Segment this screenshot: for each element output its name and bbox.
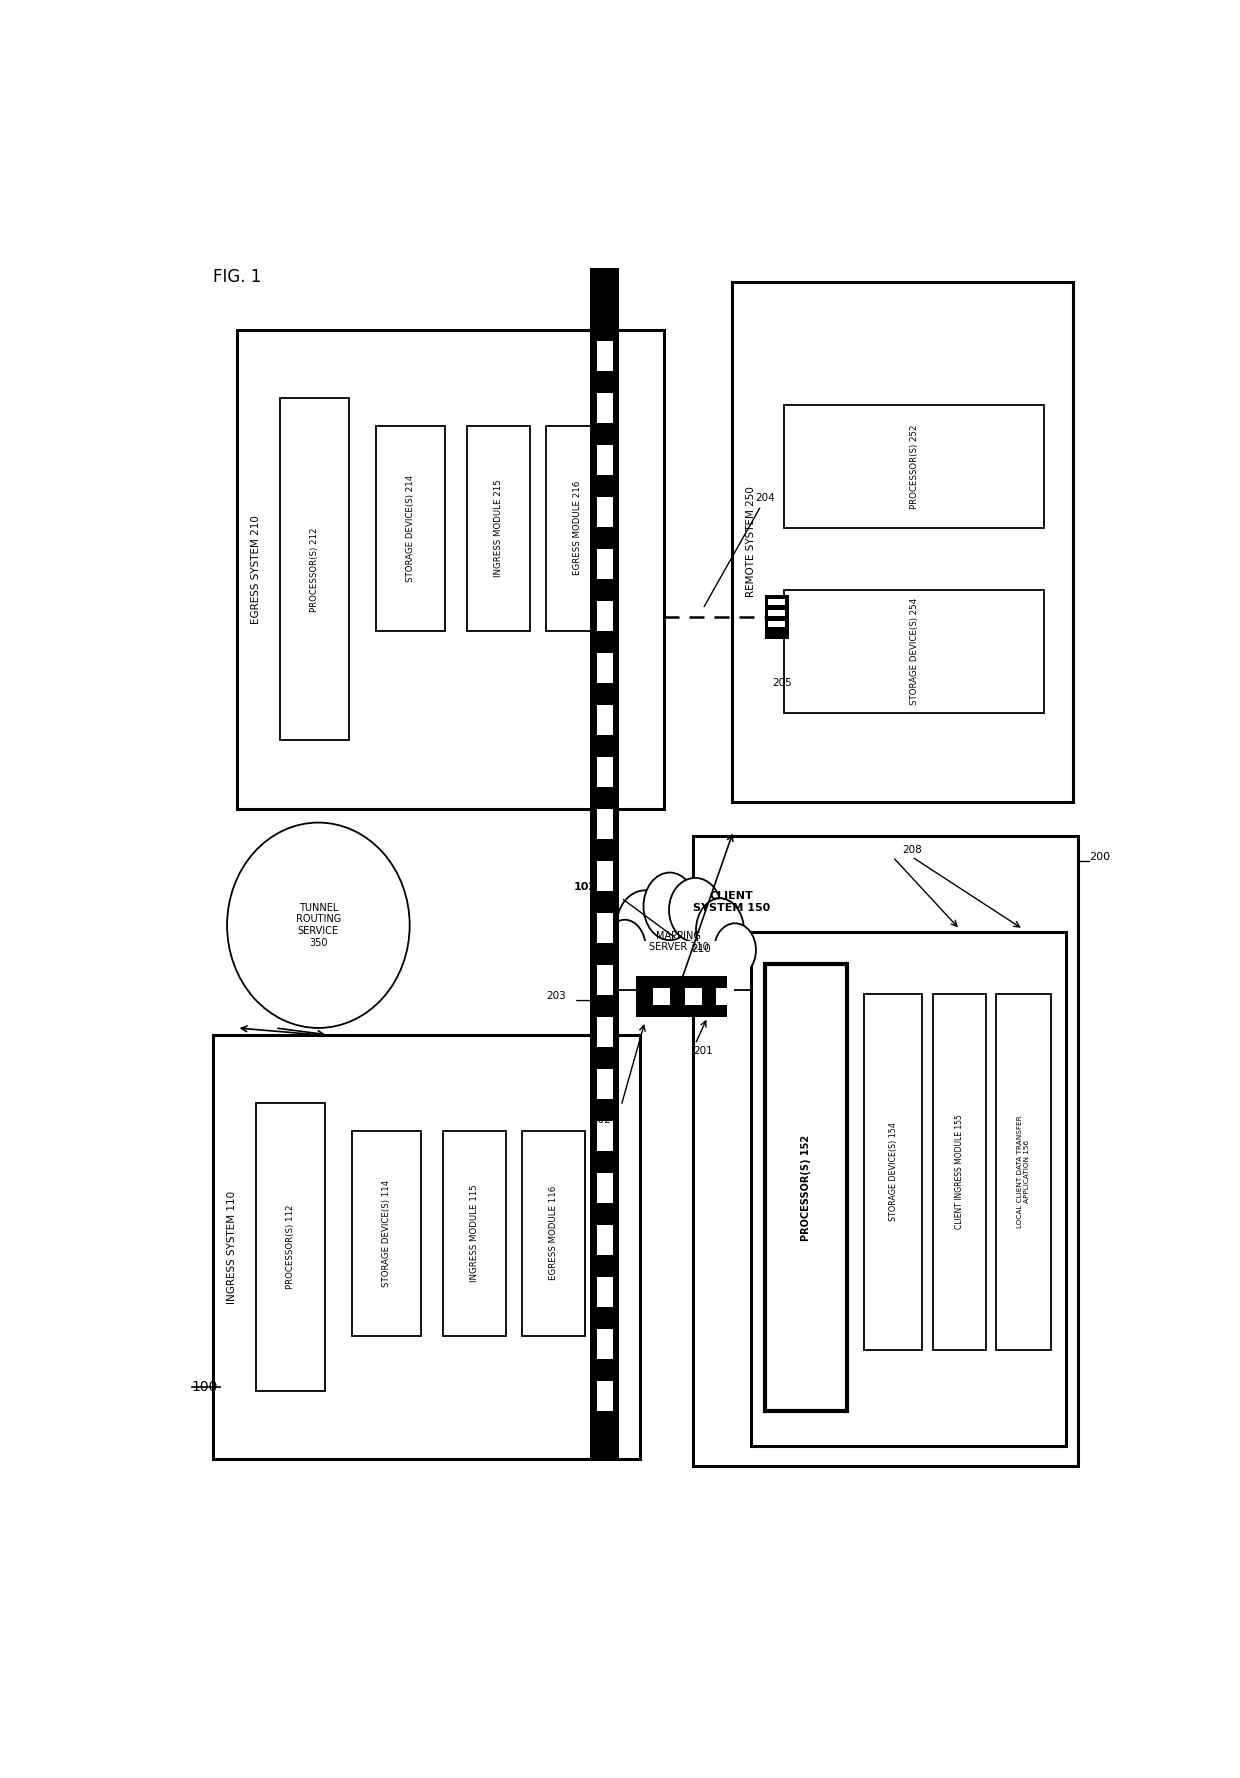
FancyBboxPatch shape <box>768 610 785 615</box>
Text: 100: 100 <box>191 1380 218 1394</box>
Text: EGRESS MODULE 116: EGRESS MODULE 116 <box>549 1186 558 1280</box>
Ellipse shape <box>616 891 673 962</box>
FancyBboxPatch shape <box>864 994 921 1350</box>
Text: EGRESS MODULE 216: EGRESS MODULE 216 <box>573 482 582 576</box>
Ellipse shape <box>604 919 646 976</box>
FancyBboxPatch shape <box>596 1277 613 1307</box>
FancyBboxPatch shape <box>444 1131 506 1335</box>
Text: TUNNEL
ROUTING
SERVICE
350: TUNNEL ROUTING SERVICE 350 <box>296 903 341 948</box>
Ellipse shape <box>615 891 743 980</box>
FancyBboxPatch shape <box>785 590 1044 713</box>
FancyBboxPatch shape <box>768 599 785 605</box>
FancyBboxPatch shape <box>785 405 1044 528</box>
Text: STORAGE DEVICE(S) 154: STORAGE DEVICE(S) 154 <box>889 1122 898 1221</box>
FancyBboxPatch shape <box>596 809 613 839</box>
FancyBboxPatch shape <box>596 1122 613 1150</box>
FancyBboxPatch shape <box>255 1102 325 1390</box>
FancyBboxPatch shape <box>596 1382 613 1412</box>
FancyBboxPatch shape <box>996 994 1050 1350</box>
FancyBboxPatch shape <box>751 932 1066 1446</box>
Text: CLIENT
SYSTEM 150: CLIENT SYSTEM 150 <box>693 891 770 912</box>
FancyBboxPatch shape <box>693 836 1078 1467</box>
Text: 202: 202 <box>591 1115 611 1125</box>
FancyBboxPatch shape <box>732 281 1073 802</box>
Text: INGRESS MODULE 115: INGRESS MODULE 115 <box>470 1184 479 1282</box>
Ellipse shape <box>227 823 409 1028</box>
FancyBboxPatch shape <box>717 989 734 1005</box>
FancyBboxPatch shape <box>596 1173 613 1204</box>
Text: 210: 210 <box>691 944 711 953</box>
FancyBboxPatch shape <box>590 268 619 1460</box>
Text: STORAGE DEVICE(S) 214: STORAGE DEVICE(S) 214 <box>407 475 415 581</box>
FancyBboxPatch shape <box>768 621 785 628</box>
FancyBboxPatch shape <box>596 912 613 942</box>
FancyBboxPatch shape <box>684 989 702 1005</box>
FancyBboxPatch shape <box>596 496 613 526</box>
Text: INGRESS MODULE 215: INGRESS MODULE 215 <box>494 480 503 578</box>
FancyBboxPatch shape <box>596 965 613 996</box>
Text: 201: 201 <box>693 1045 713 1056</box>
Text: 204: 204 <box>704 493 775 606</box>
FancyBboxPatch shape <box>635 976 727 1017</box>
FancyBboxPatch shape <box>596 601 613 631</box>
FancyBboxPatch shape <box>765 596 789 638</box>
FancyBboxPatch shape <box>596 653 613 683</box>
Text: 203: 203 <box>547 992 567 1001</box>
FancyBboxPatch shape <box>596 1225 613 1255</box>
FancyBboxPatch shape <box>376 425 445 631</box>
FancyBboxPatch shape <box>596 1330 613 1358</box>
Text: INGRESS SYSTEM 110: INGRESS SYSTEM 110 <box>227 1191 237 1303</box>
FancyBboxPatch shape <box>522 1131 584 1335</box>
FancyBboxPatch shape <box>467 425 529 631</box>
FancyBboxPatch shape <box>213 1035 640 1460</box>
Text: 208: 208 <box>903 845 923 855</box>
Text: MAPPING
SERVER 310: MAPPING SERVER 310 <box>649 932 708 953</box>
FancyBboxPatch shape <box>608 941 750 990</box>
FancyBboxPatch shape <box>934 994 986 1350</box>
FancyBboxPatch shape <box>352 1131 422 1335</box>
FancyBboxPatch shape <box>596 549 613 580</box>
Text: PROCESSOR(S) 252: PROCESSOR(S) 252 <box>910 425 919 509</box>
Text: STORAGE DEVICE(S) 254: STORAGE DEVICE(S) 254 <box>910 597 919 706</box>
Text: REMOTE SYSTEM 250: REMOTE SYSTEM 250 <box>745 487 756 597</box>
FancyBboxPatch shape <box>652 989 670 1005</box>
Text: 200: 200 <box>1089 852 1110 862</box>
FancyBboxPatch shape <box>596 1017 613 1047</box>
FancyBboxPatch shape <box>596 704 613 734</box>
Ellipse shape <box>696 898 744 962</box>
FancyBboxPatch shape <box>280 398 350 740</box>
Ellipse shape <box>714 923 756 976</box>
Text: EGRESS SYSTEM 210: EGRESS SYSTEM 210 <box>250 516 260 624</box>
Text: FIG. 1: FIG. 1 <box>213 268 262 286</box>
FancyBboxPatch shape <box>765 964 847 1412</box>
Text: CLIENT INGRESS MODULE 155: CLIENT INGRESS MODULE 155 <box>955 1115 965 1229</box>
FancyBboxPatch shape <box>596 341 613 372</box>
Text: STORAGE DEVICE(S) 114: STORAGE DEVICE(S) 114 <box>382 1179 391 1287</box>
FancyBboxPatch shape <box>596 1069 613 1099</box>
Text: LOCAL CLIENT DATA TRANSFER
APPLICATION 156: LOCAL CLIENT DATA TRANSFER APPLICATION 1… <box>1017 1115 1029 1229</box>
Text: 102: 102 <box>574 882 598 893</box>
FancyBboxPatch shape <box>596 393 613 423</box>
FancyBboxPatch shape <box>596 861 613 891</box>
FancyBboxPatch shape <box>546 425 609 631</box>
FancyBboxPatch shape <box>596 757 613 788</box>
FancyBboxPatch shape <box>237 329 665 809</box>
Text: PROCESSOR(S) 212: PROCESSOR(S) 212 <box>310 526 319 612</box>
Ellipse shape <box>644 873 696 941</box>
Text: PROCESSOR(S) 152: PROCESSOR(S) 152 <box>801 1134 811 1241</box>
Text: 205: 205 <box>773 677 792 688</box>
FancyBboxPatch shape <box>596 444 613 475</box>
Text: PROCESSOR(S) 112: PROCESSOR(S) 112 <box>286 1205 295 1289</box>
Ellipse shape <box>670 878 722 942</box>
